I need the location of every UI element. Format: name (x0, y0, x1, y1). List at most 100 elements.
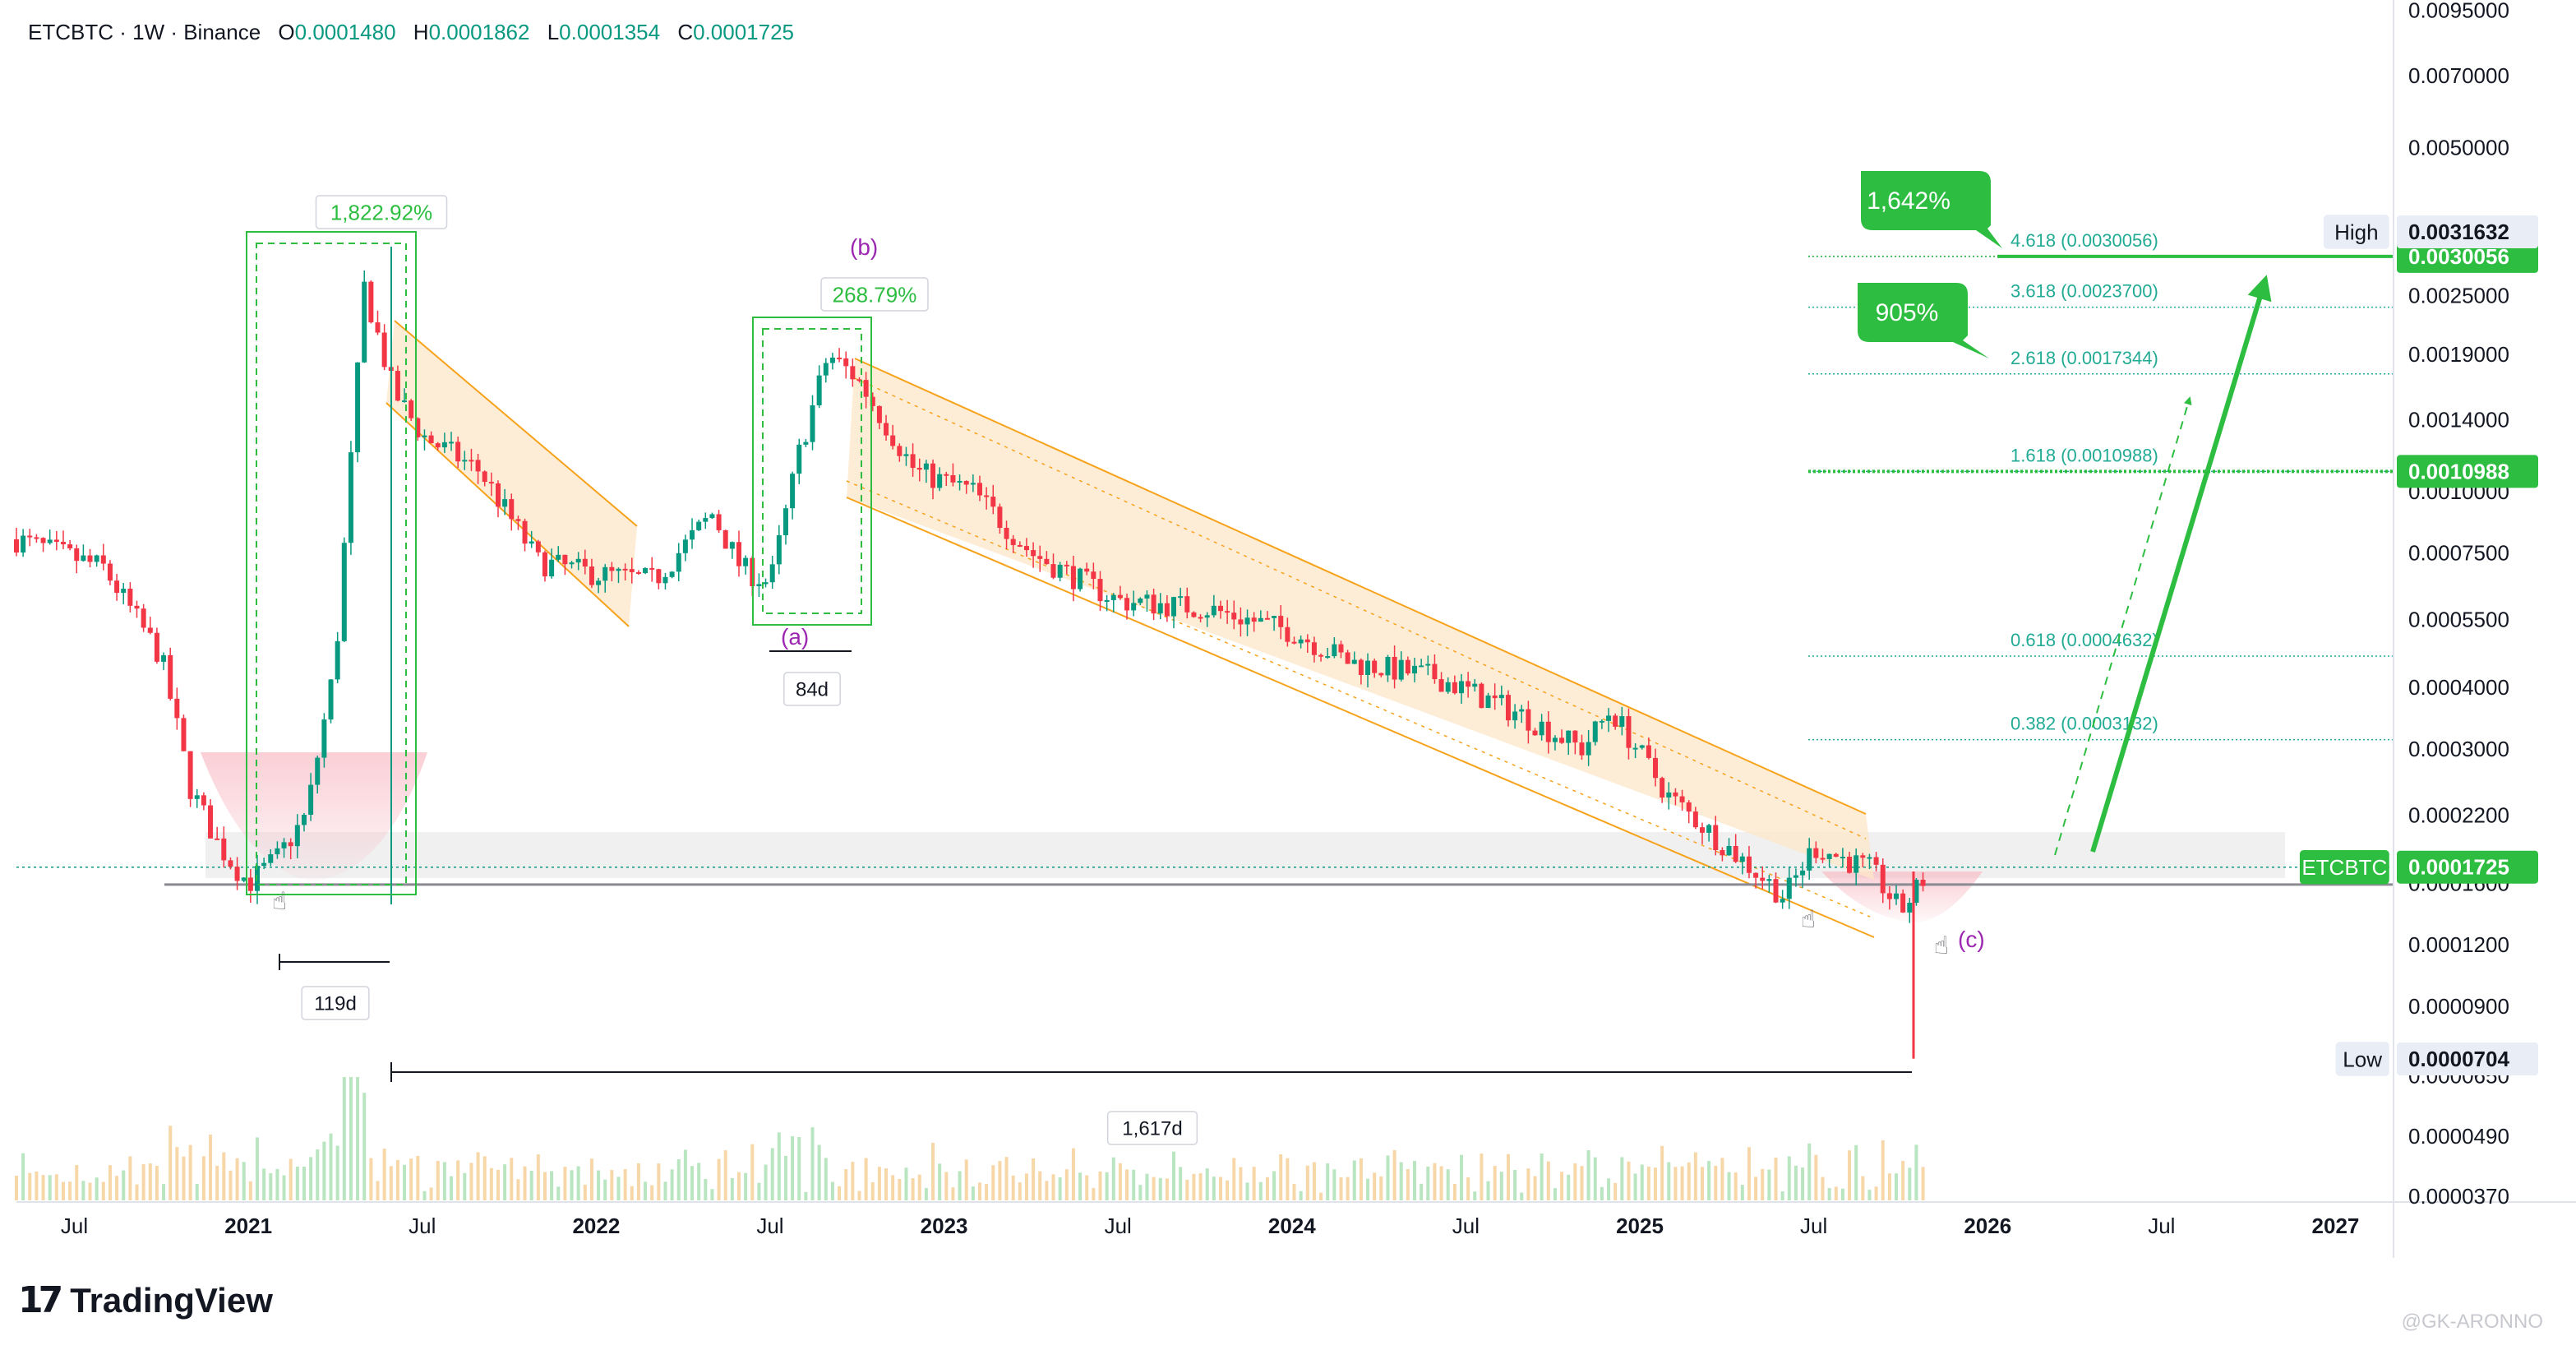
volume-bar-249 (1680, 1166, 1684, 1200)
candle-165 (1117, 585, 1123, 600)
candle-55 (381, 324, 387, 371)
volume-bar-23 (169, 1126, 173, 1200)
candle-47 (328, 678, 334, 724)
candle-body-192 (1298, 639, 1304, 644)
candle-body-272 (1833, 853, 1839, 858)
candle-body-239 (1613, 715, 1618, 727)
wave-a-label: (a) (781, 624, 809, 650)
volume-bar-85 (583, 1184, 587, 1200)
volume-bar-32 (229, 1170, 233, 1200)
candle-130 (884, 414, 889, 442)
candle-203 (1372, 659, 1378, 678)
candle-body-44 (308, 784, 314, 816)
candle-225 (1519, 705, 1525, 724)
volume-bar-198 (1339, 1177, 1343, 1200)
volume-bar-81 (556, 1186, 561, 1200)
candle-244 (1646, 737, 1651, 760)
candle-body-285 (1920, 879, 1926, 886)
volume-bar-239 (1613, 1182, 1618, 1200)
candle-222 (1498, 685, 1504, 705)
descending-channel-small (386, 321, 637, 626)
volume-bar-36 (255, 1137, 259, 1200)
candle-182 (1231, 600, 1237, 630)
candle-body-117 (796, 444, 802, 474)
candle-250 (1686, 800, 1692, 824)
candle-54 (375, 310, 381, 335)
candle-body-63 (435, 443, 441, 448)
candle-82 (562, 554, 568, 576)
candle-body-112 (763, 582, 769, 585)
candle-175 (1184, 587, 1190, 619)
volume-bar-166 (1125, 1169, 1129, 1200)
volume-bar-1 (21, 1153, 25, 1200)
volume-bar-279 (1881, 1140, 1885, 1200)
candle-96 (656, 568, 662, 589)
low-value-tag[interactable]: 0.0000704 (2397, 1043, 2538, 1075)
volume-bar-143 (971, 1186, 975, 1200)
candle-body-74 (509, 499, 515, 520)
symbol-name[interactable]: ETCBTC · 1W · Binance (28, 20, 261, 44)
candle-38 (268, 848, 274, 867)
volume-bar-256 (1727, 1172, 1731, 1200)
candle-93 (635, 570, 641, 576)
volume-bar-230 (1553, 1188, 1557, 1200)
volume-bar-278 (1874, 1186, 1878, 1200)
volume-bar-247 (1667, 1162, 1671, 1200)
volume-bar-71 (489, 1167, 493, 1200)
candle-body-114 (776, 535, 782, 565)
candle-body-34 (241, 877, 247, 881)
candle-body-266 (1793, 875, 1798, 878)
candle-171 (1157, 593, 1163, 620)
open-label: O (278, 20, 295, 44)
volume-bar-9 (75, 1164, 79, 1200)
volume-bar-51 (356, 1077, 360, 1200)
range-84-label-box (783, 672, 841, 706)
volume-bar-266 (1794, 1165, 1798, 1200)
volume-bar-79 (542, 1172, 547, 1200)
volume-bar-89 (610, 1170, 614, 1200)
candle-body-35 (247, 877, 253, 891)
candle-72 (495, 480, 501, 518)
candle-259 (1746, 845, 1752, 879)
candle-body-252 (1699, 827, 1705, 833)
candle-body-201 (1358, 659, 1364, 676)
candle-181 (1225, 599, 1230, 624)
candle-body-213 (1438, 679, 1444, 692)
volume-bar-150 (1018, 1182, 1022, 1200)
candle-body-132 (897, 446, 903, 456)
candle-body-138 (937, 474, 943, 488)
volume-bar-261 (1761, 1168, 1765, 1200)
volume-bar-250 (1687, 1162, 1691, 1200)
candle-body-64 (441, 442, 447, 448)
candle-108 (736, 530, 741, 577)
volume-bar-200 (1352, 1160, 1356, 1200)
candle-33 (234, 857, 240, 890)
volume-bar-75 (516, 1179, 520, 1200)
volume-bar-6 (54, 1174, 58, 1200)
volume-bar-91 (623, 1169, 627, 1200)
last-price-tag[interactable]: 0.0001725 (2397, 850, 2538, 884)
candle-body-257 (1733, 845, 1738, 862)
candle-body-265 (1786, 877, 1792, 899)
candle-27 (194, 788, 200, 808)
candle-121 (823, 358, 829, 383)
volume-bar-62 (429, 1187, 433, 1200)
candle-body-281 (1894, 893, 1900, 899)
candle-body-69 (475, 460, 481, 472)
candle-218 (1472, 678, 1478, 692)
volume-bar-10 (81, 1181, 85, 1200)
pump2-box-inner (762, 328, 862, 614)
high-value-tag[interactable]: 0.0031632 (2397, 215, 2538, 248)
candle-253 (1706, 823, 1712, 842)
tradingview-logo[interactable]: 17 TradingView (18, 1279, 273, 1321)
fib-target-price-tag[interactable]: 0.0010988 (2397, 455, 2538, 488)
volume-bar-193 (1305, 1165, 1309, 1200)
candle-256 (1726, 838, 1732, 856)
candle-body-104 (709, 514, 715, 519)
volume-bar-130 (884, 1168, 889, 1200)
candle-242 (1632, 743, 1638, 759)
volume-bar-123 (838, 1186, 842, 1200)
candle-body-58 (402, 400, 408, 403)
volume-bar-175 (1185, 1180, 1189, 1200)
